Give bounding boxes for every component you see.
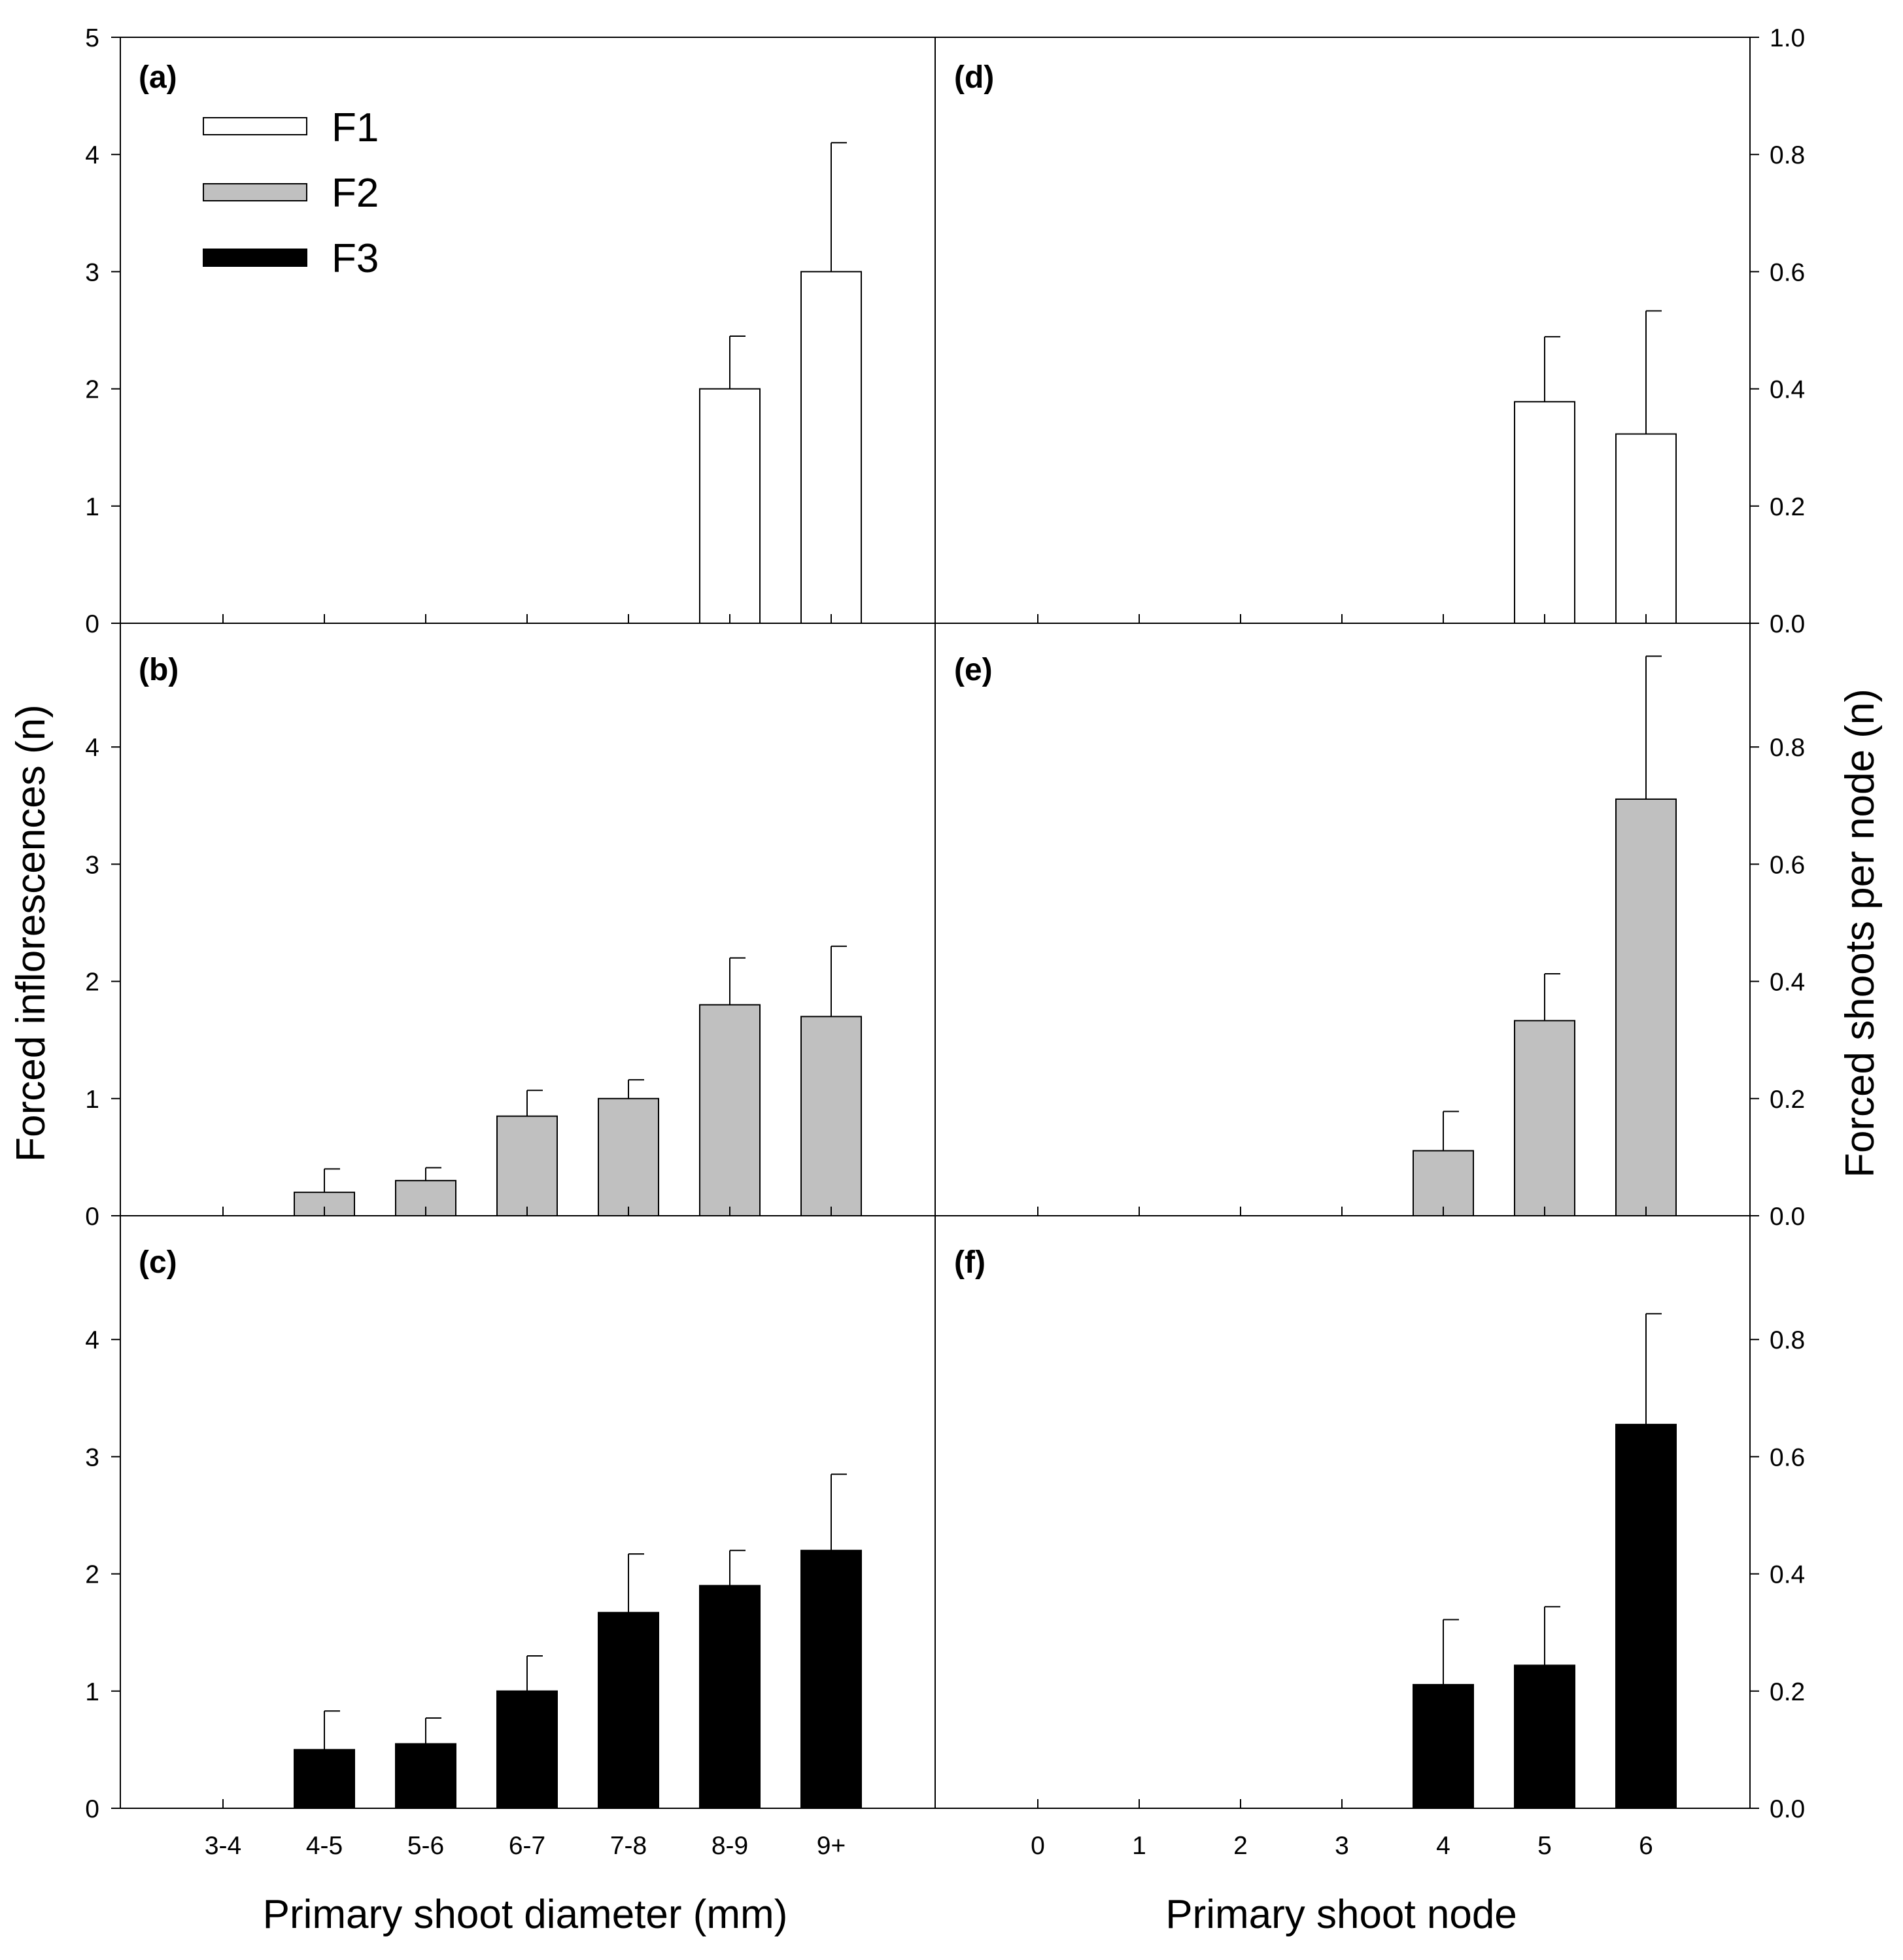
- axis-ticks: 0 1 2 3 4 5 0 1 2 3 4 3-4 4-5 5-6 6-7 7-8 8-9 9+ 0 1 2 3 4 0.0 0…: [85, 24, 1805, 1860]
- y-tick-label-f-0.4: 0.4: [1770, 1561, 1805, 1589]
- y-tick-label-a-5: 5: [85, 24, 99, 52]
- panel-label-b: (b): [139, 653, 179, 687]
- legend-swatch-f2: [203, 183, 307, 201]
- bar-f-6: [1615, 1424, 1677, 1810]
- bar-c-9+: [800, 1549, 862, 1809]
- y-tick-label-e-0.6: 0.6: [1770, 851, 1805, 879]
- panel-label-a: (a): [139, 60, 177, 95]
- y-tick-label-c-4: 4: [85, 1326, 99, 1354]
- panel-label-f: (f): [954, 1245, 986, 1280]
- y-tick-label-d-1.0: 1.0: [1770, 24, 1805, 52]
- right-x-axis-title: Primary shoot node: [1165, 1892, 1517, 1937]
- x-tick-label-f-3: 3: [1335, 1832, 1349, 1860]
- bar-b-9+: [800, 1016, 862, 1216]
- x-tick-label-f-1: 1: [1132, 1832, 1146, 1860]
- bar-c-8-9: [699, 1585, 761, 1810]
- bar-d-5: [1514, 401, 1575, 624]
- x-tick-label-c-5-6: 5-6: [407, 1832, 444, 1860]
- panel-label-d: (d): [954, 60, 994, 95]
- y-tick-label-b-3: 3: [85, 851, 99, 879]
- x-tick-label-f-5: 5: [1537, 1832, 1552, 1860]
- y-tick-label-c-1: 1: [85, 1678, 99, 1706]
- bar-b-6-7: [496, 1115, 558, 1217]
- y-tick-label-e-0.0: 0.0: [1770, 1203, 1805, 1231]
- panel-label-c: (c): [139, 1245, 177, 1280]
- y-tick-label-d-0.4: 0.4: [1770, 376, 1805, 404]
- right-y-axis-title: Forced shoots per node (n): [1838, 689, 1883, 1178]
- bar-f-4: [1413, 1683, 1474, 1810]
- x-tick-label-c-3-4: 3-4: [205, 1832, 241, 1860]
- y-tick-label-b-2: 2: [85, 969, 99, 997]
- bar-c-7-8: [598, 1611, 659, 1810]
- y-tick-label-d-0.6: 0.6: [1770, 258, 1805, 286]
- x-tick-label-f-0: 0: [1031, 1832, 1045, 1860]
- x-tick-label-c-6-7: 6-7: [509, 1832, 545, 1860]
- y-tick-label-f-0.0: 0.0: [1770, 1795, 1805, 1823]
- bar-b-8-9: [699, 1004, 761, 1216]
- y-tick-label-f-0.6: 0.6: [1770, 1443, 1805, 1471]
- y-tick-label-c-0: 0: [85, 1795, 99, 1823]
- bar-b-7-8: [598, 1097, 659, 1217]
- bar-a-9+: [800, 271, 862, 624]
- legend: F1 F2 F3: [203, 105, 379, 281]
- y-tick-label-a-4: 4: [85, 141, 99, 169]
- x-tick-label-f-2: 2: [1233, 1832, 1248, 1860]
- x-tick-label-c-9+: 9+: [817, 1832, 846, 1860]
- bar-f-5: [1514, 1664, 1575, 1809]
- x-tick-label-f-6: 6: [1639, 1832, 1653, 1860]
- y-tick-label-f-0.8: 0.8: [1770, 1326, 1805, 1354]
- x-tick-label-f-4: 4: [1436, 1832, 1450, 1860]
- bar-e-5: [1514, 1020, 1575, 1216]
- legend-swatch-f3: [203, 249, 307, 267]
- bar-e-4: [1413, 1150, 1474, 1216]
- y-tick-label-c-3: 3: [85, 1443, 99, 1471]
- y-tick-label-d-0.0: 0.0: [1770, 610, 1805, 638]
- y-tick-label-b-1: 1: [85, 1086, 99, 1114]
- x-tick-label-c-8-9: 8-9: [711, 1832, 748, 1860]
- y-tick-label-b-0: 0: [85, 1203, 99, 1231]
- y-tick-label-c-2: 2: [85, 1561, 99, 1589]
- y-tick-label-a-0: 0: [85, 610, 99, 638]
- left-x-axis-title: Primary shoot diameter (mm): [263, 1892, 788, 1937]
- y-tick-label-a-2: 2: [85, 376, 99, 404]
- legend-label-f1: F1: [332, 105, 379, 150]
- bar-marks: [294, 142, 1677, 1810]
- left-y-axis-title: Forced inflorescences (n): [9, 704, 54, 1162]
- x-tick-label-c-7-8: 7-8: [610, 1832, 647, 1860]
- legend-swatch-f1: [203, 117, 307, 135]
- legend-label-f2: F2: [332, 171, 379, 216]
- y-tick-label-e-0.8: 0.8: [1770, 734, 1805, 762]
- x-tick-label-c-4-5: 4-5: [306, 1832, 343, 1860]
- y-tick-label-d-0.8: 0.8: [1770, 141, 1805, 169]
- y-tick-label-b-4: 4: [85, 734, 99, 762]
- y-tick-label-d-0.2: 0.2: [1770, 493, 1805, 521]
- bar-d-6: [1615, 433, 1677, 624]
- panel-label-e: (e): [954, 653, 993, 687]
- y-tick-label-f-0.2: 0.2: [1770, 1678, 1805, 1706]
- bar-c-5-6: [395, 1743, 456, 1809]
- y-tick-label-a-1: 1: [85, 493, 99, 521]
- panel-frames: [120, 37, 1751, 1809]
- bar-c-6-7: [496, 1690, 558, 1810]
- bar-a-8-9: [699, 388, 761, 624]
- y-tick-label-a-3: 3: [85, 258, 99, 286]
- legend-label-f3: F3: [332, 236, 379, 281]
- y-tick-label-e-0.2: 0.2: [1770, 1086, 1805, 1114]
- bar-e-6: [1615, 798, 1677, 1216]
- y-tick-label-e-0.4: 0.4: [1770, 969, 1805, 997]
